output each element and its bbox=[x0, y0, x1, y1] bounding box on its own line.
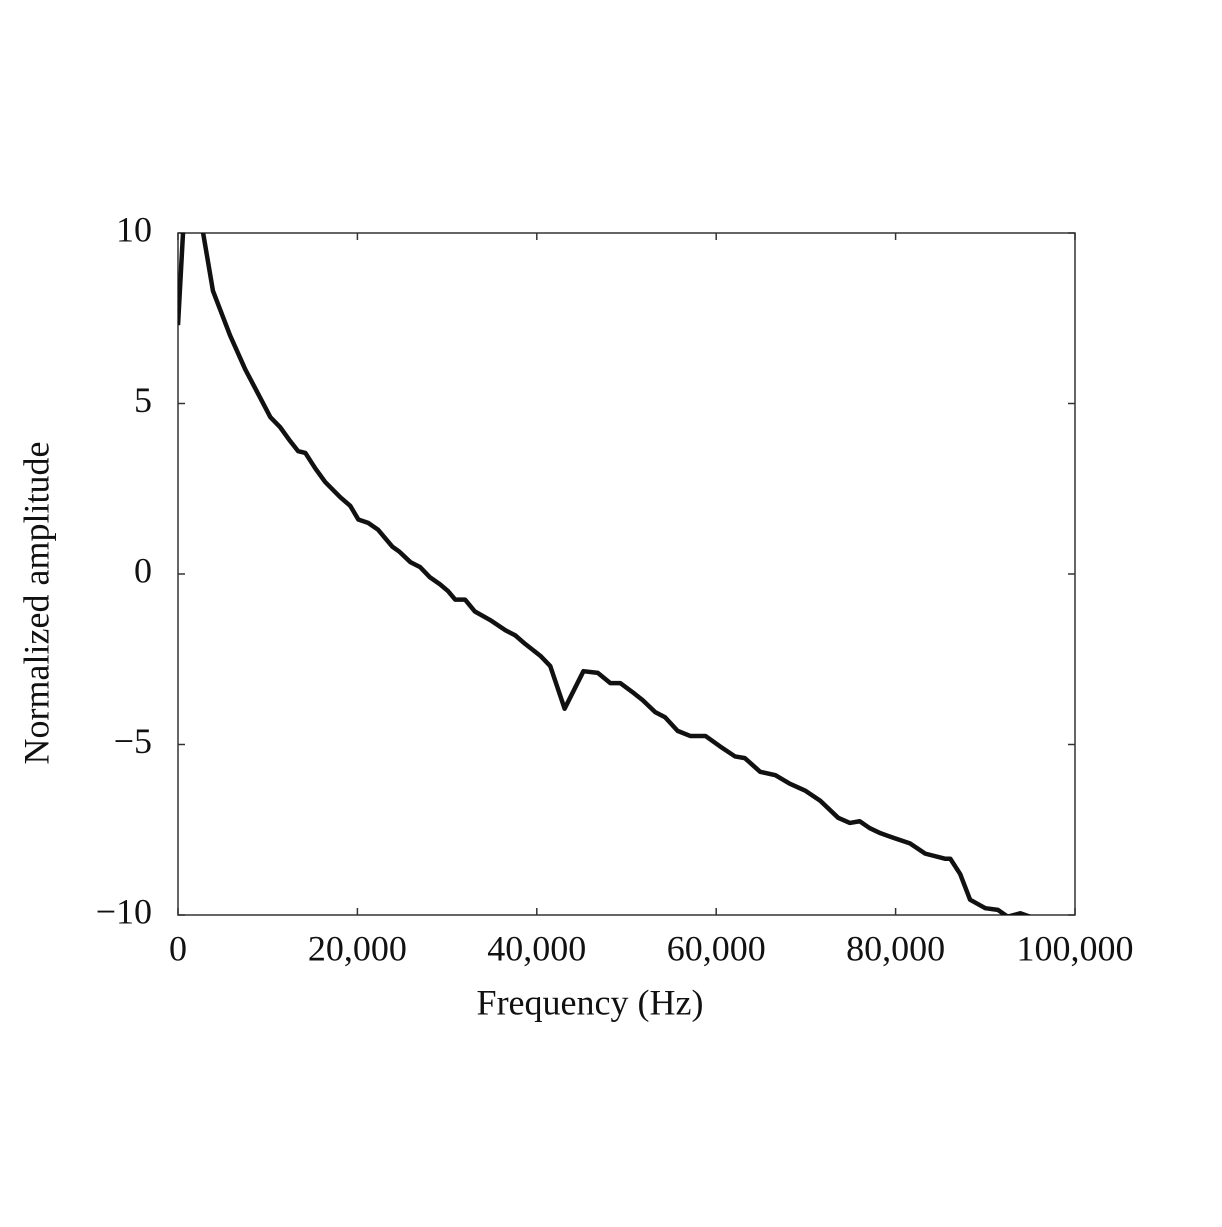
data-line bbox=[178, 233, 1031, 915]
x-tick-label: 100,000 bbox=[1017, 928, 1134, 968]
x-axis-label: Frequency (Hz) bbox=[477, 982, 704, 1022]
y-tick-label: −10 bbox=[96, 891, 152, 931]
x-tick-label: 40,000 bbox=[487, 928, 586, 968]
y-tick-label: −5 bbox=[114, 721, 152, 761]
plot-frame bbox=[177, 232, 1076, 916]
y-axis-label: Normalized amplitude bbox=[16, 442, 56, 765]
x-tick-label: 80,000 bbox=[846, 928, 945, 968]
y-tick-label: 10 bbox=[116, 209, 152, 249]
x-tick-label: 20,000 bbox=[308, 928, 407, 968]
y-tick-label: 0 bbox=[134, 550, 152, 590]
x-tick-label: 60,000 bbox=[667, 928, 766, 968]
y-tick-label: 5 bbox=[134, 380, 152, 420]
x-tick-label: 0 bbox=[169, 928, 187, 968]
